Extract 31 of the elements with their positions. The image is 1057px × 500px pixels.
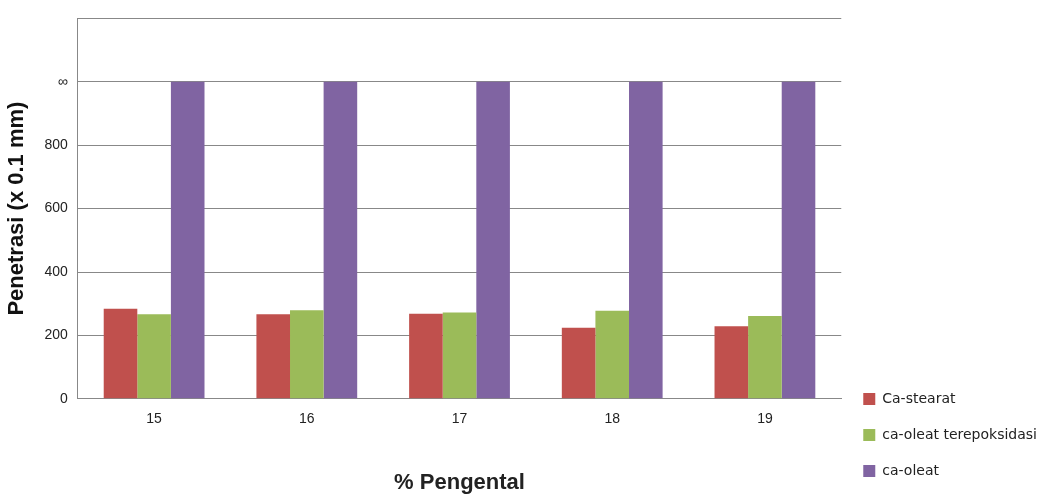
legend-label: ca-oleat terepoksidasi <box>882 425 1037 442</box>
y-tick-label: 400 <box>44 262 68 279</box>
y-tick-label: 200 <box>44 326 68 343</box>
bar <box>714 326 749 399</box>
bar <box>595 310 630 399</box>
y-tick-label: 600 <box>44 199 68 216</box>
bar <box>476 81 510 399</box>
x-axis-title: % Pengental <box>394 468 525 494</box>
y-tick-label: ∞ <box>57 72 68 89</box>
y-axis-title: Penetrasi (x 0.1 mm) <box>3 101 29 316</box>
legend-label: ca-oleat <box>882 461 940 478</box>
x-tick-label: 18 <box>604 410 621 427</box>
bar <box>137 314 171 399</box>
bar <box>748 316 782 399</box>
bar <box>629 81 663 399</box>
bar <box>409 313 443 399</box>
bar <box>103 308 138 399</box>
x-tick-label: 19 <box>757 410 773 427</box>
bar <box>442 312 477 399</box>
bar <box>561 327 596 399</box>
bar <box>256 314 291 399</box>
y-tick-label: 0 <box>59 389 68 406</box>
x-tick-label: 15 <box>146 410 163 427</box>
x-tick-label: 16 <box>299 410 315 427</box>
bar <box>290 310 324 399</box>
y-tick-label: 800 <box>44 136 68 153</box>
legend-label: Ca-stearat <box>882 389 956 406</box>
x-tick-label: 17 <box>451 410 468 427</box>
bar <box>170 81 205 399</box>
bar <box>781 81 816 399</box>
bar <box>323 81 358 399</box>
